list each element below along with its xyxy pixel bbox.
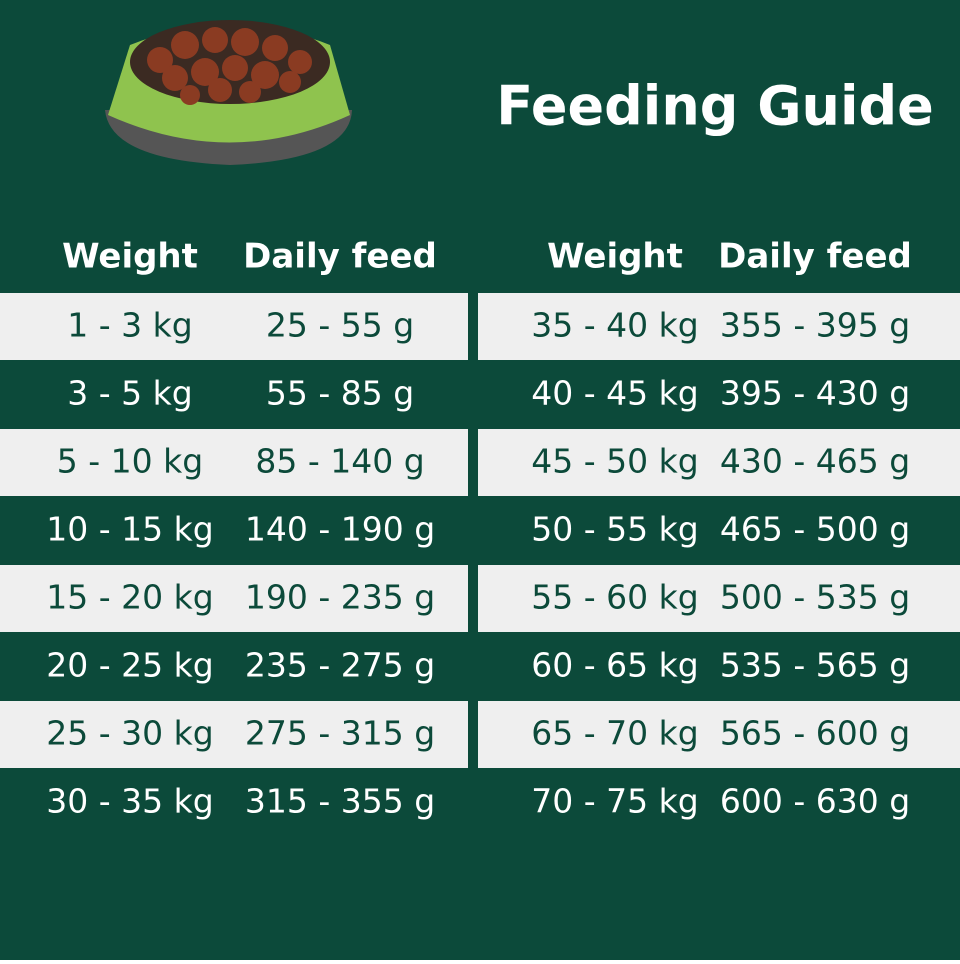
table-cell: 355 - 395 g (720, 306, 910, 345)
table-cell: 140 - 190 g (245, 510, 435, 549)
table-cell: 275 - 315 g (245, 714, 435, 753)
table-cell: 235 - 275 g (245, 646, 435, 685)
table-cell: 465 - 500 g (720, 510, 910, 549)
table-cell: 30 - 35 kg (46, 782, 213, 821)
table-cell: 600 - 630 g (720, 782, 910, 821)
table-cell: 5 - 10 kg (57, 442, 203, 481)
row-stripe (478, 565, 960, 632)
table-cell: 15 - 20 kg (46, 578, 213, 617)
table-cell: 45 - 50 kg (531, 442, 698, 481)
table-cell: 20 - 25 kg (46, 646, 213, 685)
table-cell: 55 - 60 kg (531, 578, 698, 617)
row-stripe (478, 429, 960, 496)
table-cell: 315 - 355 g (245, 782, 435, 821)
column-header: Weight (62, 237, 198, 277)
table-cell: 1 - 3 kg (67, 306, 192, 345)
table-cell: 50 - 55 kg (531, 510, 698, 549)
table-cell: 70 - 75 kg (531, 782, 698, 821)
table-cell: 60 - 65 kg (531, 646, 698, 685)
table-cell: 55 - 85 g (266, 374, 414, 413)
row-stripe (478, 701, 960, 768)
column-header: Weight (547, 237, 683, 277)
column-header: Daily feed (718, 237, 912, 277)
row-stripe (0, 293, 468, 360)
table-cell: 85 - 140 g (255, 442, 424, 481)
table-cell: 430 - 465 g (720, 442, 910, 481)
row-stripe (478, 293, 960, 360)
table-cell: 395 - 430 g (720, 374, 910, 413)
table-cell: 35 - 40 kg (531, 306, 698, 345)
table-cell: 10 - 15 kg (46, 510, 213, 549)
title: Feeding Guide (496, 75, 934, 138)
row-stripe (0, 429, 468, 496)
table-cell: 565 - 600 g (720, 714, 910, 753)
table-cell: 535 - 565 g (720, 646, 910, 685)
table-cell: 25 - 30 kg (46, 714, 213, 753)
bowl-icon (105, 20, 352, 165)
table-cell: 40 - 45 kg (531, 374, 698, 413)
row-stripe (0, 701, 468, 768)
column-header: Daily feed (243, 237, 437, 277)
table-cell: 500 - 535 g (720, 578, 910, 617)
table-cell: 65 - 70 kg (531, 714, 698, 753)
table-cell: 3 - 5 kg (67, 374, 192, 413)
table-cell: 25 - 55 g (266, 306, 414, 345)
table-cell: 190 - 235 g (245, 578, 435, 617)
row-stripe (0, 565, 468, 632)
